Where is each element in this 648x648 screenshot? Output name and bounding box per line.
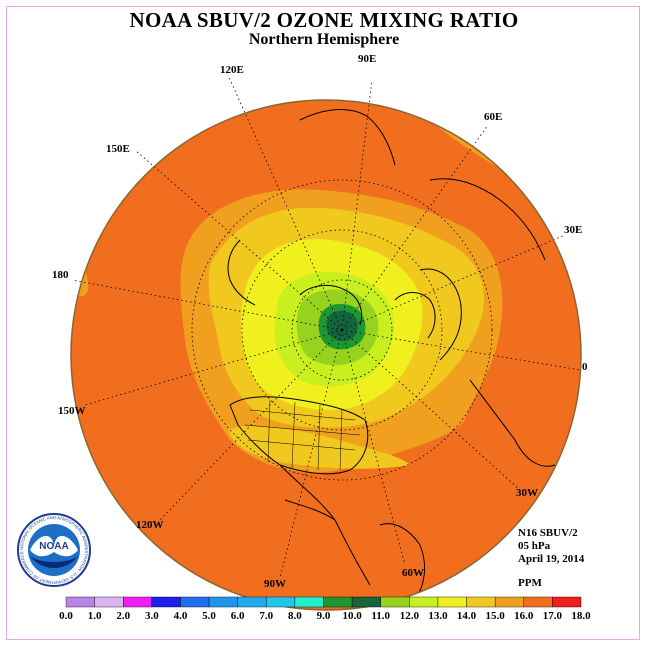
map-subtitle: Northern Hemisphere xyxy=(248,31,400,48)
lon-label-60w: 60W xyxy=(402,567,424,579)
ozone-field-14-south xyxy=(228,425,410,469)
scale-swatch xyxy=(351,596,381,608)
scale-tick-label: 9.0 xyxy=(317,610,331,622)
scale-swatch xyxy=(266,596,296,608)
scale-tick-label: 6.0 xyxy=(231,610,245,622)
lon-label-120e: 120E xyxy=(220,64,244,76)
date-label: April 19, 2014 xyxy=(518,553,585,565)
lon-label-30e: 30E xyxy=(564,224,582,236)
figure-frame xyxy=(6,6,640,640)
noaa-logo-text: NOAA xyxy=(39,541,68,552)
scale-swatch xyxy=(437,596,467,608)
scale-tick-label: 3.0 xyxy=(145,610,159,622)
lon-label-150e: 150E xyxy=(106,143,130,155)
lon-label-120w: 120W xyxy=(136,519,164,531)
scale-swatch xyxy=(65,596,95,608)
lon-label-90e: 90E xyxy=(358,53,376,65)
graticule xyxy=(71,74,581,579)
map-title: NOAA SBUV/2 OZONE MIXING RATIO xyxy=(129,8,519,32)
scale-tick-label: 7.0 xyxy=(259,610,273,622)
lon-label-60e: 60E xyxy=(484,111,502,123)
scale-tick-label: 4.0 xyxy=(174,610,188,622)
scale-swatch xyxy=(151,596,181,608)
scale-swatch xyxy=(123,596,153,608)
scale-swatch xyxy=(523,596,553,608)
ozone-field-9 xyxy=(326,310,358,342)
lon-label-90w: 90W xyxy=(264,578,286,590)
color-scale: 0.0 1.0 2.0 3.0 4.0 5.0 6.0 7.0 8.0 9.0 10.0 11.0 12… xyxy=(59,596,591,622)
scale-swatch xyxy=(494,596,524,608)
state-boundaries xyxy=(244,399,361,471)
satellite-label: N16 SBUV/2 xyxy=(518,527,578,539)
lon-label-0: 0 xyxy=(582,361,588,373)
map-boundary xyxy=(70,99,582,611)
scale-swatch xyxy=(208,596,238,608)
scale-swatch xyxy=(466,596,496,608)
scale-swatch xyxy=(294,596,324,608)
scale-tick-label: 8.0 xyxy=(288,610,302,622)
scale-tick-label: 13.0 xyxy=(428,610,448,622)
scale-tick-label: 16.0 xyxy=(514,610,534,622)
scale-swatch xyxy=(237,596,267,608)
scale-tick-label: 15.0 xyxy=(486,610,506,622)
scale-tick-label: 18.0 xyxy=(571,610,591,622)
scale-swatch xyxy=(94,596,124,608)
longitude-labels: 90E 60E 30E 0 30W 60W 90W 120W 150W 180 … xyxy=(52,53,588,590)
pressure-level-label: 05 hPa xyxy=(518,540,551,552)
lon-label-30w: 30W xyxy=(516,487,538,499)
scale-tick-label: 14.0 xyxy=(457,610,477,622)
lon-label-150w: 150W xyxy=(58,405,86,417)
coastlines xyxy=(227,109,556,601)
noaa-logo: NOAA NATIONAL OCEANIC AND ATMOSPHERIC AD… xyxy=(16,512,92,593)
scale-tick-label: 2.0 xyxy=(116,610,130,622)
scale-tick-label: 0.0 xyxy=(59,610,73,622)
scale-tick-label: 10.0 xyxy=(342,610,362,622)
units-label: PPM xyxy=(518,577,542,589)
lon-label-180: 180 xyxy=(52,269,69,281)
noaa-seal-icon: NOAA NATIONAL OCEANIC AND ATMOSPHERIC AD… xyxy=(17,513,91,587)
scale-tick-label: 12.0 xyxy=(400,610,420,622)
scale-swatch xyxy=(380,596,410,608)
scale-swatch xyxy=(323,596,353,608)
scale-tick-label: 1.0 xyxy=(88,610,102,622)
scale-tick-label: 5.0 xyxy=(202,610,216,622)
scale-swatch xyxy=(552,596,582,608)
scale-tick-label: 17.0 xyxy=(543,610,563,622)
scale-swatch xyxy=(180,596,210,608)
scale-tick-label: 11.0 xyxy=(371,610,390,622)
scale-swatch xyxy=(409,596,439,608)
